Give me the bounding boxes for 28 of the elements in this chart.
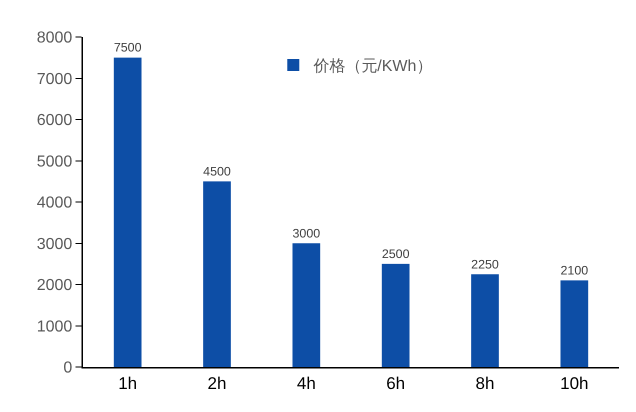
- bar: [292, 243, 320, 367]
- data-label: 7500: [114, 40, 142, 55]
- legend-label: 价格（元/KWh）: [312, 58, 432, 76]
- x-tick-label: 2h: [208, 374, 226, 393]
- y-tick-label: 8000: [36, 30, 72, 47]
- y-tick-label: 1000: [36, 318, 72, 336]
- bar: [560, 280, 588, 367]
- x-tick-label: 1h: [118, 374, 138, 393]
- x-tick-label: 4h: [296, 374, 316, 393]
- bar: [114, 58, 142, 367]
- bar: [203, 181, 231, 367]
- y-tick-label: 6000: [36, 112, 72, 130]
- y-tick-label: 7000: [36, 70, 72, 88]
- y-tick-label: 5000: [36, 153, 72, 170]
- y-tick-label: 0: [63, 360, 72, 377]
- data-label: 4500: [203, 164, 231, 178]
- y-tick-label: 4000: [36, 194, 72, 212]
- data-label: 2100: [560, 263, 588, 278]
- x-tick-label: 8h: [476, 374, 494, 393]
- y-tick-label: 2000: [36, 277, 72, 294]
- x-tick-label: 6h: [386, 374, 406, 393]
- data-label: 2250: [471, 257, 499, 272]
- bar: [382, 264, 410, 367]
- data-label: 2500: [382, 246, 410, 261]
- bar: [471, 274, 499, 367]
- data-label: 3000: [292, 226, 320, 240]
- y-tick-label: 3000: [36, 236, 72, 253]
- x-tick-label: 10h: [560, 374, 589, 393]
